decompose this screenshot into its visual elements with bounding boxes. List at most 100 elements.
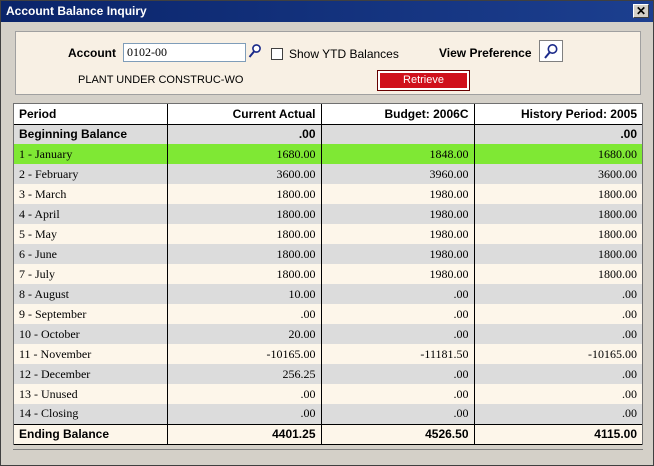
history-cell: 1800.00 [474,224,642,244]
current-actual-cell: .00 [167,304,322,324]
ending-current-cell: 4401.25 [167,423,322,445]
budget-cell: -11181.50 [321,344,475,364]
table-row[interactable]: 9 - September .00.00.00 [14,304,642,324]
current-actual-cell: 1800.00 [167,244,322,264]
budget-cell: .00 [321,364,475,384]
history-cell: 1800.00 [474,204,642,224]
current-actual-cell: 256.25 [167,364,322,384]
period-cell: 9 - September [14,304,168,324]
period-cell: 12 - December [14,364,168,384]
period-cell: 8 - August [14,284,168,304]
table-row[interactable]: 3 - March 1800.00 1980.00 1800.00 [14,184,642,204]
table-row[interactable]: 8 - August 10.00.00.00 [14,284,642,304]
column-header-period[interactable]: Period [14,104,168,125]
history-cell: 1800.00 [474,184,642,204]
history-cell: .00 [474,384,642,404]
account-lookup-magnifier-icon[interactable] [248,43,262,59]
view-preference-magnifier-icon [544,44,558,59]
current-actual-cell: .00 [167,384,322,404]
close-icon: ✕ [635,4,647,18]
history-cell: .00 [474,324,642,344]
history-cell: .00 [474,304,642,324]
budget-cell: .00 [321,324,475,344]
close-button[interactable]: ✕ [633,4,649,18]
history-cell: 3600.00 [474,164,642,184]
window-titlebar[interactable]: Account Balance Inquiry ✕ [1,1,653,22]
ending-budget-cell: 4526.50 [321,423,475,445]
window-title: Account Balance Inquiry [6,4,147,18]
current-actual-cell: .00 [167,404,322,424]
period-cell: 11 - November [14,344,168,364]
account-input[interactable] [123,43,246,62]
ending-balance-row[interactable]: Ending Balance 4401.25 4526.50 4115.00 [14,423,642,445]
table-row[interactable]: 12 - December 256.25.00.00 [14,364,642,384]
budget-cell: 1980.00 [321,264,475,284]
table-row[interactable]: 11 - November -10165.00 -11181.50 -10165.00 [14,344,642,364]
beginning-balance-label: Beginning Balance [14,124,168,144]
show-ytd-label: Show YTD Balances [289,47,399,61]
period-cell: 7 - July [14,264,168,284]
current-actual-cell: 1800.00 [167,184,322,204]
period-cell: 3 - March [14,184,168,204]
account-label: Account [68,46,116,60]
table-row[interactable]: 1 - January 1680.00 1848.00 1680.00 [14,144,642,164]
table-row[interactable]: 4 - April 1800.00 1980.00 1800.00 [14,204,642,224]
current-actual-cell: -10165.00 [167,344,322,364]
period-cell: 4 - April [14,204,168,224]
history-cell: -10165.00 [474,344,642,364]
account-description: PLANT UNDER CONSTRUC-WO [78,74,244,86]
period-cell: 1 - January [14,144,168,164]
current-actual-cell: 1800.00 [167,224,322,244]
history-cell: 1800.00 [474,264,642,284]
period-cell: 14 - Closing [14,404,168,424]
budget-cell: 1980.00 [321,224,475,244]
column-header-history[interactable]: History Period: 2005 [474,104,642,125]
ending-balance-label: Ending Balance [14,423,168,445]
current-actual-cell: 1800.00 [167,264,322,284]
budget-cell: 3960.00 [321,164,475,184]
retrieve-button[interactable]: Retrieve [377,70,470,91]
beginning-budget-cell [321,124,475,144]
balance-grid[interactable]: Period Current Actual Budget: 2006C Hist… [13,103,643,445]
budget-cell: 1848.00 [321,144,475,164]
budget-cell: .00 [321,404,475,424]
beginning-balance-row[interactable]: Beginning Balance .00 .00 [14,124,642,144]
period-cell: 5 - May [14,224,168,244]
period-cell: 2 - February [14,164,168,184]
table-row[interactable]: 2 - February 3600.00 3960.00 3600.00 [14,164,642,184]
period-cell: 10 - October [14,324,168,344]
history-cell: 1800.00 [474,244,642,264]
period-cell: 6 - June [14,244,168,264]
budget-cell: 1980.00 [321,204,475,224]
current-actual-cell: 3600.00 [167,164,322,184]
budget-cell: 1980.00 [321,244,475,264]
history-cell: .00 [474,404,642,424]
bottom-divider [13,449,643,450]
ending-history-cell: 4115.00 [474,423,642,445]
current-actual-cell: 1680.00 [167,144,322,164]
current-actual-cell: 10.00 [167,284,322,304]
show-ytd-checkbox[interactable] [271,48,283,60]
history-cell: .00 [474,284,642,304]
current-actual-cell: 20.00 [167,324,322,344]
table-row[interactable]: 7 - July 1800.00 1980.00 1800.00 [14,264,642,284]
table-row[interactable]: 6 - June 1800.00 1980.00 1800.00 [14,244,642,264]
table-row[interactable]: 5 - May 1800.00 1980.00 1800.00 [14,224,642,244]
view-preference-button[interactable] [539,40,563,62]
column-header-current-actual[interactable]: Current Actual [167,104,322,125]
beginning-current-cell: .00 [167,124,322,144]
budget-cell: 1980.00 [321,184,475,204]
table-row[interactable]: 14 - Closing .00.00.00 [14,404,642,424]
inquiry-criteria-panel: Account Show YTD Balances View Preferenc… [15,31,641,95]
column-header-budget[interactable]: Budget: 2006C [321,104,475,125]
table-row[interactable]: 13 - Unused .00.00.00 [14,384,642,404]
current-actual-cell: 1800.00 [167,204,322,224]
table-row[interactable]: 10 - October 20.00.00.00 [14,324,642,344]
beginning-history-cell: .00 [474,124,642,144]
period-cell: 13 - Unused [14,384,168,404]
history-cell: 1680.00 [474,144,642,164]
budget-cell: .00 [321,384,475,404]
grid-header-row: Period Current Actual Budget: 2006C Hist… [14,104,642,125]
view-preference-label: View Preference [439,46,532,60]
